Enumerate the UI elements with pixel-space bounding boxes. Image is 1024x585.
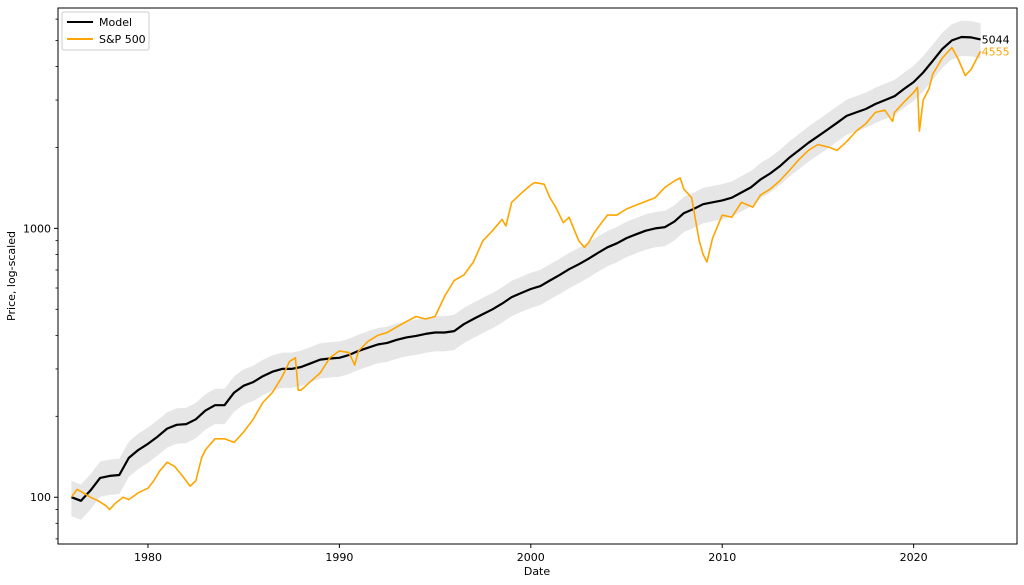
x-tick-label: 2020 xyxy=(900,551,928,564)
y-tick-label: 100 xyxy=(30,491,51,504)
sp500-line xyxy=(70,46,982,511)
y-tick-label: 1000 xyxy=(23,222,51,235)
legend: Model S&P 500 xyxy=(61,11,150,51)
x-axis-title: Date xyxy=(524,565,551,578)
legend-label-model: Model xyxy=(99,16,132,29)
series-layer xyxy=(70,35,982,511)
plot-frame xyxy=(57,7,1018,545)
x-tick-label: 1980 xyxy=(134,551,162,564)
x-tick-label: 1990 xyxy=(325,551,353,564)
model-end-label: 5044 xyxy=(982,33,1010,46)
x-tick-label: 2000 xyxy=(517,551,545,564)
sp500-end-label: 4555 xyxy=(982,45,1010,58)
legend-label-sp500: S&P 500 xyxy=(99,33,146,46)
model-line xyxy=(71,35,981,502)
y-axis-title: Price, log-scaled xyxy=(5,231,18,321)
x-tick-label: 2010 xyxy=(708,551,736,564)
axes-layer: 1980 1990 2000 2010 2020 100 1000 xyxy=(23,18,928,564)
